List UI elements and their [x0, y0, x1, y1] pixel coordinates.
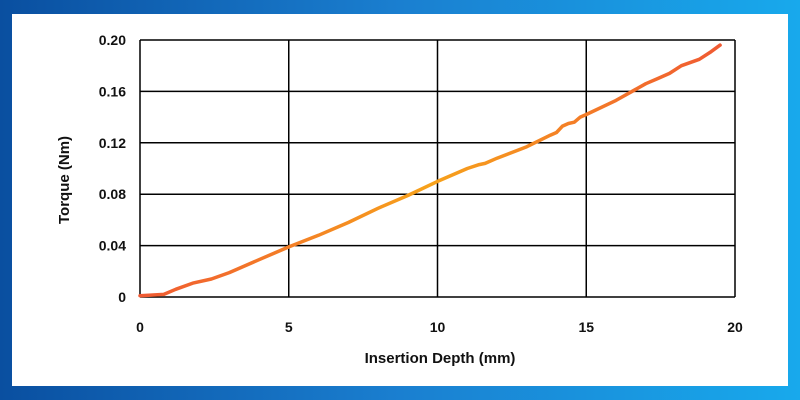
tick-labels: 0 0.04 0.08 0.12 0.16 0.20 0 5 10 15 20: [99, 32, 743, 335]
x-tick-label: 15: [578, 319, 594, 335]
y-axis-label: Torque (Nm): [56, 136, 73, 224]
x-axis-label: Insertion Depth (mm): [365, 350, 516, 367]
y-tick-label: 0: [118, 289, 126, 305]
x-tick-label: 0: [136, 319, 144, 335]
y-tick-label: 0.12: [99, 135, 126, 151]
y-tick-label: 0.16: [99, 83, 126, 99]
grid: [139, 39, 736, 298]
x-tick-label: 5: [285, 319, 293, 335]
series-line: [138, 43, 722, 298]
x-tick-label: 20: [727, 319, 743, 335]
y-tick-label: 0.20: [99, 32, 126, 48]
y-tick-label: 0.04: [99, 238, 126, 254]
y-tick-label: 0.08: [99, 186, 126, 202]
x-tick-label: 10: [430, 319, 446, 335]
series-layer: [138, 43, 722, 298]
